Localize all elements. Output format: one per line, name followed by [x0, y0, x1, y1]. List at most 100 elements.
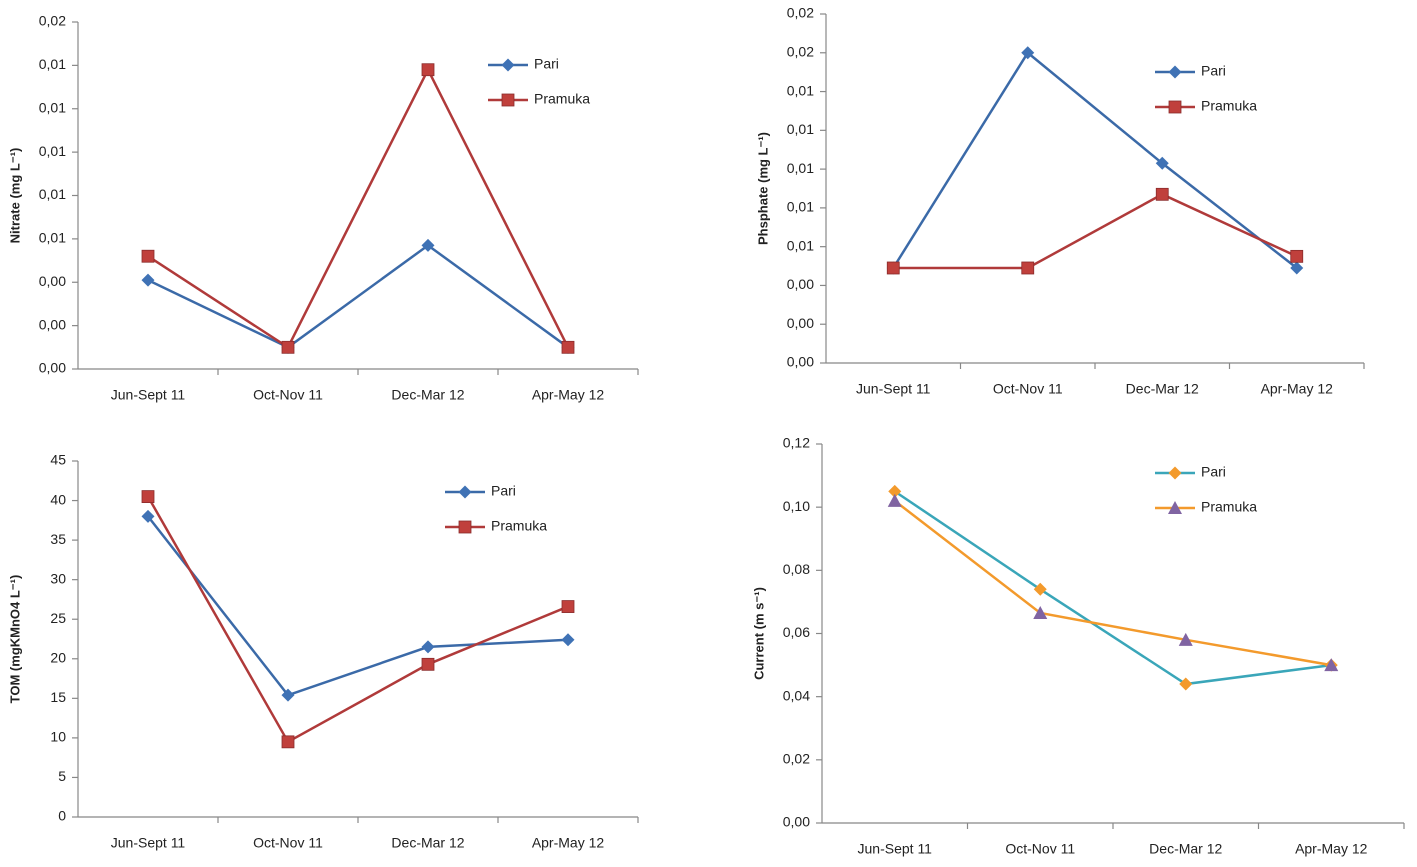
y-axis-label: Phsphate (mg L⁻¹) [755, 132, 770, 245]
marker [561, 340, 575, 354]
y-tick-label: 20 [50, 649, 66, 665]
marker [141, 490, 155, 504]
y-tick-label: 0,01 [39, 99, 66, 115]
chart-panel: 0,00 0,00 0,00 0,01 0,01 0,01 0,01 0,01 0,02 Jun-… [7, 13, 639, 403]
marker [421, 63, 435, 77]
legend-label: Pramuka [1201, 98, 1257, 114]
x-tick-label: Jun-Sept 11 [858, 841, 933, 857]
legend-label: Pari [1201, 63, 1226, 79]
marker [561, 633, 575, 647]
x-tick-label: Oct-Nov 11 [993, 381, 1063, 397]
y-tick-label: 0,01 [39, 143, 66, 159]
y-tick-label: 0,00 [39, 273, 66, 289]
y-tick-label: 0,12 [783, 435, 810, 451]
legend-label: Pramuka [1201, 499, 1257, 515]
marker [1168, 100, 1182, 114]
x-tick-label: Apr-May 12 [532, 387, 605, 403]
y-tick-label: 0,10 [783, 498, 810, 514]
y-tick-label: 0,02 [39, 13, 66, 29]
legend-label: Pramuka [534, 91, 590, 107]
marker [1021, 261, 1035, 275]
x-tick-label: Dec-Mar 12 [1126, 381, 1199, 397]
marker [1168, 501, 1182, 514]
series-line [894, 490, 1332, 686]
x-tick-label: Apr-May 12 [1295, 841, 1368, 857]
y-tick-label: 0,01 [787, 82, 814, 98]
marker [501, 58, 515, 72]
x-tick-label: Oct-Nov 11 [1005, 841, 1075, 857]
marker [141, 249, 155, 263]
y-tick-label: 0,01 [787, 160, 814, 176]
y-tick-label: 0,01 [787, 121, 814, 137]
series-line [146, 495, 569, 744]
marker [1324, 658, 1339, 672]
y-tick-label: 0,02 [787, 43, 814, 59]
y-axis-label: Current (m s⁻¹) [751, 587, 766, 680]
x-tick-label: Dec-Mar 12 [391, 835, 464, 851]
y-axis-label: TOM (mgKMnO4 L⁻¹) [7, 575, 22, 704]
x-tick-label: Dec-Mar 12 [391, 387, 464, 403]
marker [281, 340, 295, 354]
marker [421, 640, 435, 654]
y-tick-label: 0,00 [787, 354, 814, 370]
x-tick-label: Apr-May 12 [1261, 381, 1334, 397]
x-tick-label: Oct-Nov 11 [253, 387, 323, 403]
marker [561, 600, 575, 613]
x-tick-label: Jun-Sept 11 [856, 381, 931, 397]
y-tick-label: 15 [50, 689, 66, 705]
y-tick-label: 0,01 [787, 237, 814, 253]
y-axis-label: Nitrate (mg L⁻¹) [7, 148, 22, 244]
marker [888, 484, 902, 498]
y-tick-label: 0,02 [787, 5, 814, 21]
y-tick-label: 0,00 [787, 276, 814, 292]
marker [1155, 156, 1169, 170]
y-tick-label: 0,08 [783, 561, 810, 577]
marker [1155, 187, 1169, 201]
y-tick-label: 0,04 [783, 687, 810, 703]
series-line [892, 50, 1298, 269]
legend-label: Pari [534, 56, 559, 72]
marker [421, 657, 435, 671]
y-tick-label: 25 [50, 610, 66, 626]
marker [458, 520, 472, 534]
marker [1290, 249, 1304, 263]
marker [281, 688, 295, 702]
y-tick-label: 40 [50, 491, 66, 507]
marker [421, 238, 435, 252]
y-tick-label: 0,00 [39, 316, 66, 332]
marker [886, 261, 900, 275]
y-tick-label: 0,00 [783, 814, 810, 830]
legend-label: Pari [491, 483, 516, 499]
series-line [147, 243, 569, 349]
series-line [147, 515, 569, 697]
marker [141, 509, 155, 523]
marker [281, 735, 295, 749]
chart-panel: 0,00 0,00 0,00 0,01 0,01 0,01 0,01 0,01 0,02 0,02… [755, 5, 1365, 397]
series-line [147, 66, 570, 350]
y-tick-label: 0,01 [39, 230, 66, 246]
y-tick-label: 0,06 [783, 624, 810, 640]
marker [1033, 605, 1048, 619]
series-line [893, 499, 1332, 667]
marker [458, 485, 472, 499]
marker [1021, 46, 1035, 60]
y-tick-label: 0,01 [39, 186, 66, 202]
y-tick-label: 0,01 [787, 199, 814, 215]
marker [1033, 582, 1047, 596]
marker [501, 93, 515, 107]
y-tick-label: 0,00 [787, 315, 814, 331]
marker [1168, 466, 1182, 480]
y-tick-label: 35 [50, 531, 66, 547]
x-tick-label: Jun-Sept 11 [111, 835, 186, 851]
chart-panel: 0,00 0,02 0,04 0,06 0,08 0,10 0,12 Jun-Sept 11 O… [751, 435, 1405, 857]
series-line [893, 192, 1298, 270]
marker [1179, 677, 1193, 691]
marker [887, 493, 902, 507]
x-tick-label: Apr-May 12 [532, 835, 605, 851]
marker [1178, 632, 1193, 646]
y-tick-label: 30 [50, 570, 66, 586]
marker [1168, 65, 1182, 79]
marker [141, 273, 155, 287]
y-tick-label: 0,01 [39, 56, 66, 72]
